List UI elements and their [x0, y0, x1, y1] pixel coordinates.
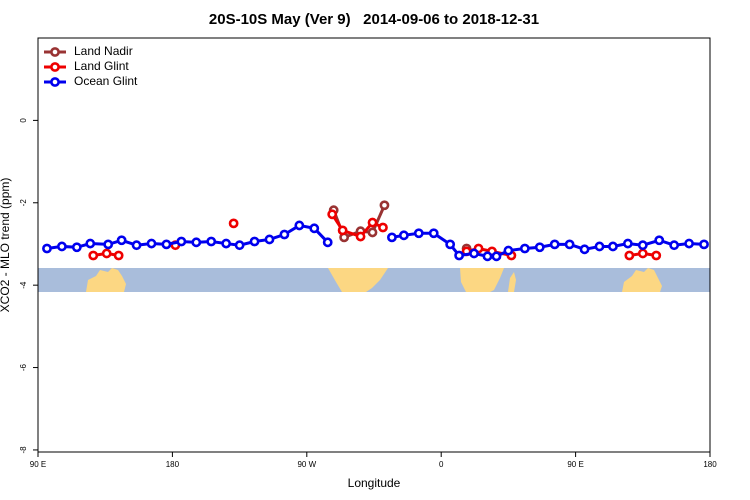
point: [249, 236, 260, 247]
point: [309, 223, 320, 234]
x-tick-label: 180: [166, 460, 180, 469]
point: [42, 243, 52, 254]
point: [454, 250, 465, 261]
point: [279, 229, 290, 240]
point: [622, 238, 633, 249]
point: [651, 250, 662, 261]
x-tick-label: 90 E: [30, 460, 46, 469]
point: [228, 218, 239, 229]
point: [206, 236, 217, 247]
point: [549, 239, 560, 250]
point: [103, 239, 114, 250]
legend-swatch-marker: [50, 62, 60, 72]
point: [116, 235, 127, 246]
y-tick-label: -8: [19, 446, 28, 454]
y-tick-label: -4: [19, 281, 28, 289]
point: [367, 227, 378, 238]
point: [491, 251, 502, 262]
point: [469, 248, 479, 259]
land: [328, 268, 388, 292]
point: [88, 250, 99, 261]
point: [176, 236, 187, 247]
land: [86, 268, 126, 292]
point: [594, 241, 605, 252]
x-tick-label: 0: [439, 460, 444, 469]
chart-title: 20S-10S May (Ver 9) 2014-09-06 to 2018-1…: [209, 11, 539, 28]
land: [622, 268, 662, 292]
point: [221, 238, 232, 249]
point: [85, 238, 96, 249]
point: [669, 240, 680, 251]
point: [519, 243, 530, 254]
point: [387, 232, 397, 243]
point: [101, 248, 112, 259]
legend-label: Ocean Glint: [74, 74, 138, 88]
point: [71, 242, 82, 253]
legend-label: Land Glint: [74, 59, 129, 73]
point: [379, 200, 390, 211]
point: [637, 240, 648, 251]
point: [564, 239, 575, 250]
point: [131, 240, 142, 251]
point: [234, 240, 245, 251]
point: [355, 231, 366, 242]
point: [367, 217, 378, 228]
legend-label: Land Nadir: [74, 44, 133, 58]
point: [482, 251, 493, 262]
x-tick-label: 90 W: [297, 460, 316, 469]
y-tick-label: 0: [19, 118, 28, 123]
point: [534, 242, 545, 253]
legend-swatch-marker: [50, 47, 60, 57]
point: [699, 239, 709, 250]
point: [654, 235, 665, 246]
point: [378, 222, 388, 233]
point: [337, 225, 348, 236]
point: [608, 241, 618, 252]
point: [56, 241, 67, 252]
point: [264, 234, 275, 245]
point: [624, 250, 635, 261]
point: [322, 237, 333, 248]
y-tick-label: -6: [19, 363, 28, 371]
point: [146, 238, 157, 249]
point: [684, 238, 694, 249]
x-tick-label: 180: [703, 460, 717, 469]
point: [294, 220, 305, 231]
point: [579, 244, 590, 255]
point: [161, 239, 172, 250]
point: [428, 228, 439, 239]
plot-frame: [37, 37, 711, 453]
point: [327, 209, 338, 220]
point: [637, 248, 648, 259]
point: [445, 239, 456, 250]
x-axis-label: Longitude: [348, 476, 401, 490]
point: [113, 250, 124, 261]
x-tick-label: 90 E: [567, 460, 583, 469]
point: [398, 230, 409, 241]
legend-swatch-marker: [50, 77, 60, 87]
y-tick-label: -2: [19, 199, 28, 207]
land: [508, 272, 516, 292]
land: [460, 268, 504, 292]
y-axis-label: XCO2 - MLO trend (ppm): [0, 178, 12, 313]
map-band: [38, 268, 710, 292]
point: [413, 228, 424, 239]
point: [191, 237, 202, 248]
point: [503, 245, 514, 256]
